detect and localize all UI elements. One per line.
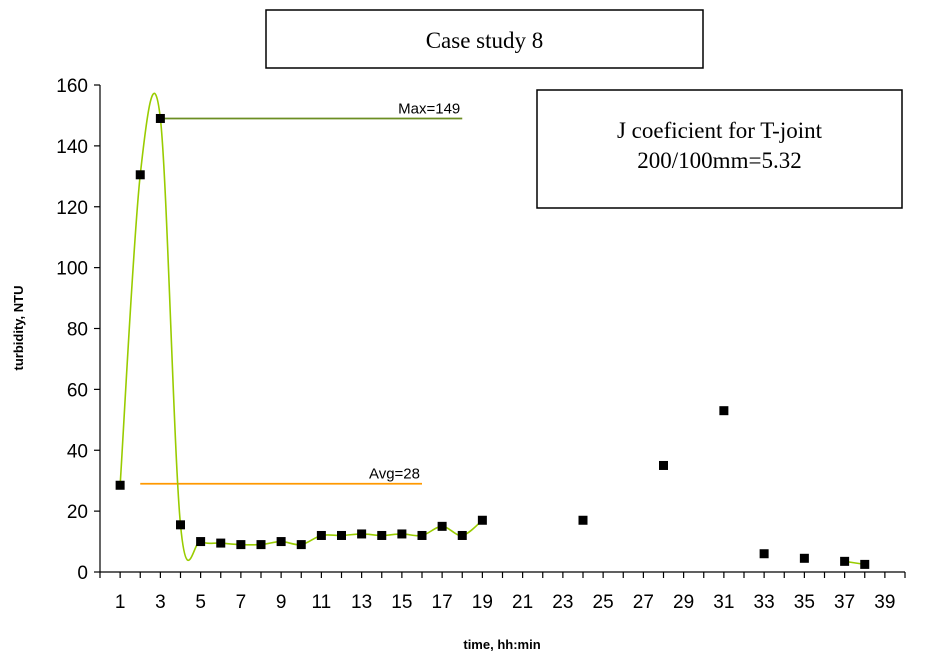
max-label: Max=149 xyxy=(398,100,460,117)
x-tick-label: 27 xyxy=(633,592,654,613)
data-point xyxy=(216,538,226,548)
y-tick-label: 20 xyxy=(67,502,88,523)
data-point xyxy=(719,406,729,416)
trend-curve xyxy=(119,92,483,561)
avg-label: Avg=28 xyxy=(369,466,420,483)
x-tick-label: 9 xyxy=(276,592,287,613)
x-axis-title: time, hh:min xyxy=(463,637,540,652)
x-tick-label: 19 xyxy=(472,592,493,613)
x-tick-label: 37 xyxy=(834,592,855,613)
data-point xyxy=(296,540,306,550)
x-tick-label: 23 xyxy=(552,592,573,613)
x-tick-label: 33 xyxy=(754,592,775,613)
data-point xyxy=(276,537,286,547)
y-axis-title: turbidity, NTU xyxy=(11,286,26,371)
data-point xyxy=(377,530,387,540)
x-tick-label: 7 xyxy=(236,592,247,613)
annotation-line-1: J coeficient for T-joint xyxy=(617,118,823,143)
data-point xyxy=(759,549,769,559)
annotation-box-border xyxy=(536,89,903,209)
x-axis: 1 3 5 7 9 11 13 15 17 19 21 23 25 27 29 31 33 35 37 39 xyxy=(99,571,906,613)
data-point xyxy=(115,480,125,490)
x-tick-label: 35 xyxy=(794,592,815,613)
data-point xyxy=(437,521,447,531)
x-tick-label: 11 xyxy=(312,592,332,613)
annotation-line-2: 200/100mm=5.32 xyxy=(637,148,801,173)
reference-lines: Max=149 Avg=28 xyxy=(140,100,463,485)
x-tick-label: 39 xyxy=(874,592,895,613)
y-axis-ticks: 0 20 40 60 80 100 120 140 160 xyxy=(56,76,100,584)
x-tick-label: 25 xyxy=(593,592,614,613)
x-tick-label: 15 xyxy=(391,592,412,613)
data-point xyxy=(659,460,668,470)
y-tick-label: 160 xyxy=(56,76,88,97)
data-point xyxy=(337,530,346,540)
data-point xyxy=(457,530,467,540)
y-tick-label: 80 xyxy=(67,320,88,341)
x-tick-label: 17 xyxy=(432,592,453,613)
x-tick-label: 21 xyxy=(512,592,533,613)
chart-title-border xyxy=(265,9,704,69)
x-tick-label: 31 xyxy=(713,592,734,613)
data-point xyxy=(196,537,206,547)
annotation-box: J coeficient for T-joint 200/100mm=5.32 xyxy=(536,89,903,209)
x-axis-ticks: 1 3 5 7 9 11 13 15 17 19 21 23 25 27 29 31 33 35 37 39 xyxy=(99,572,906,613)
data-point xyxy=(397,529,407,539)
x-tick-label: 13 xyxy=(351,592,372,613)
data-point xyxy=(357,529,367,539)
data-point xyxy=(477,515,487,525)
y-tick-label: 60 xyxy=(67,380,88,401)
data-point xyxy=(176,520,185,530)
data-point xyxy=(135,170,145,180)
data-point xyxy=(236,540,246,550)
data-points xyxy=(115,113,870,569)
data-point xyxy=(840,556,850,566)
data-point xyxy=(256,540,266,550)
x-tick-label: 29 xyxy=(673,592,694,613)
y-tick-label: 140 xyxy=(56,137,88,158)
y-tick-label: 100 xyxy=(56,259,88,280)
chart-title: Case study 8 xyxy=(426,28,544,53)
data-point xyxy=(578,515,588,525)
x-tick-label: 3 xyxy=(155,592,166,613)
data-point xyxy=(316,530,326,540)
data-point xyxy=(860,559,870,569)
y-tick-label: 0 xyxy=(77,563,88,584)
y-tick-label: 120 xyxy=(56,198,88,219)
y-tick-label: 40 xyxy=(67,441,88,462)
data-point xyxy=(799,553,809,563)
data-point xyxy=(155,113,165,123)
x-tick-label: 5 xyxy=(195,592,206,613)
y-axis: 0 20 40 60 80 100 120 140 160 xyxy=(56,76,101,584)
chart-title-box: Case study 8 xyxy=(265,9,704,69)
data-point xyxy=(417,530,427,540)
x-tick-label: 1 xyxy=(115,592,126,613)
